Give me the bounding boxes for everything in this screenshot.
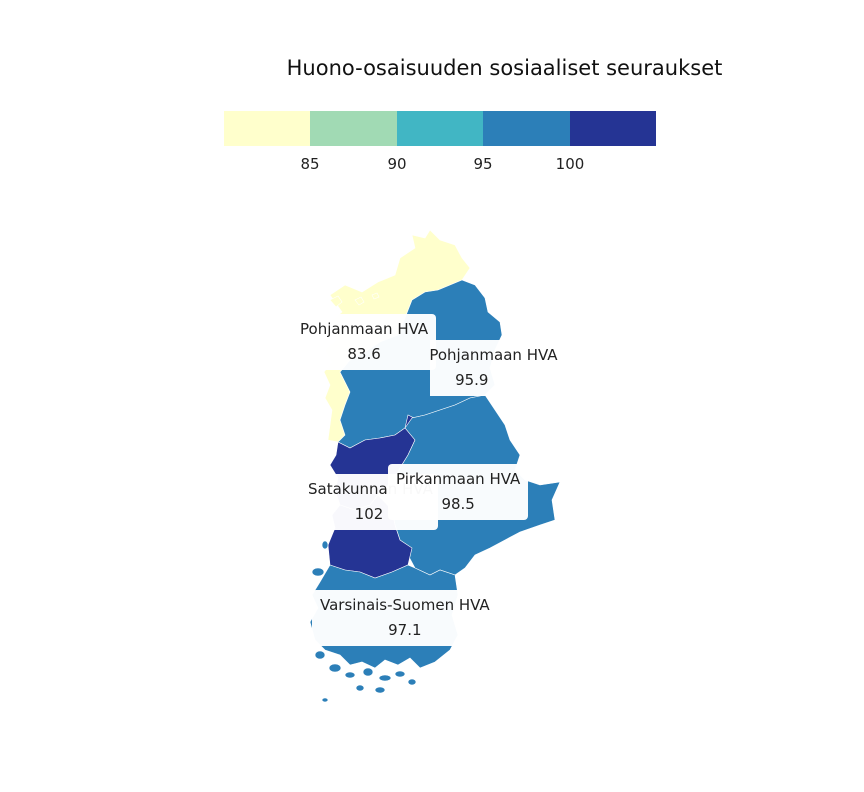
region-name: Pohjanmaan HVA [300, 320, 429, 338]
label-pirkanmaa: Pirkanmaan HVA 98.5 [388, 464, 529, 520]
label-etela-pohjanmaa: Etelä-Pohjanmaan HVA 95.9 [386, 340, 566, 396]
region-value: 98.5 [441, 495, 475, 513]
legend-tick: 85 [300, 155, 320, 173]
color-legend [224, 111, 657, 146]
legend-swatch-1 [224, 111, 311, 146]
region-value: 95.9 [455, 371, 489, 389]
legend-tick: 90 [387, 155, 407, 173]
region-name: Pirkanmaan HVA [396, 470, 521, 488]
legend-swatch-2 [310, 111, 397, 146]
label-pohjanmaa: Pohjanmaan HVA 83.6 [292, 314, 437, 370]
region-name: Etelä-Pohjanmaan HVA [386, 346, 558, 364]
legend-tick: 100 [555, 155, 585, 173]
legend-swatch-5 [569, 111, 657, 146]
region-value: 97.1 [388, 621, 422, 639]
legend-swatch-3 [396, 111, 484, 146]
label-varsinais-suomi: Varsinais-Suomen HVA 97.1 [312, 590, 498, 646]
legend-tick: 95 [473, 155, 493, 173]
map-title: Huono-osaisuuden sosiaaliset seuraukset [286, 56, 723, 80]
region-value: 83.6 [347, 345, 381, 363]
legend-swatch-4 [483, 111, 570, 146]
region-name: Varsinais-Suomen HVA [320, 596, 490, 614]
region-value: 102 [354, 505, 384, 523]
